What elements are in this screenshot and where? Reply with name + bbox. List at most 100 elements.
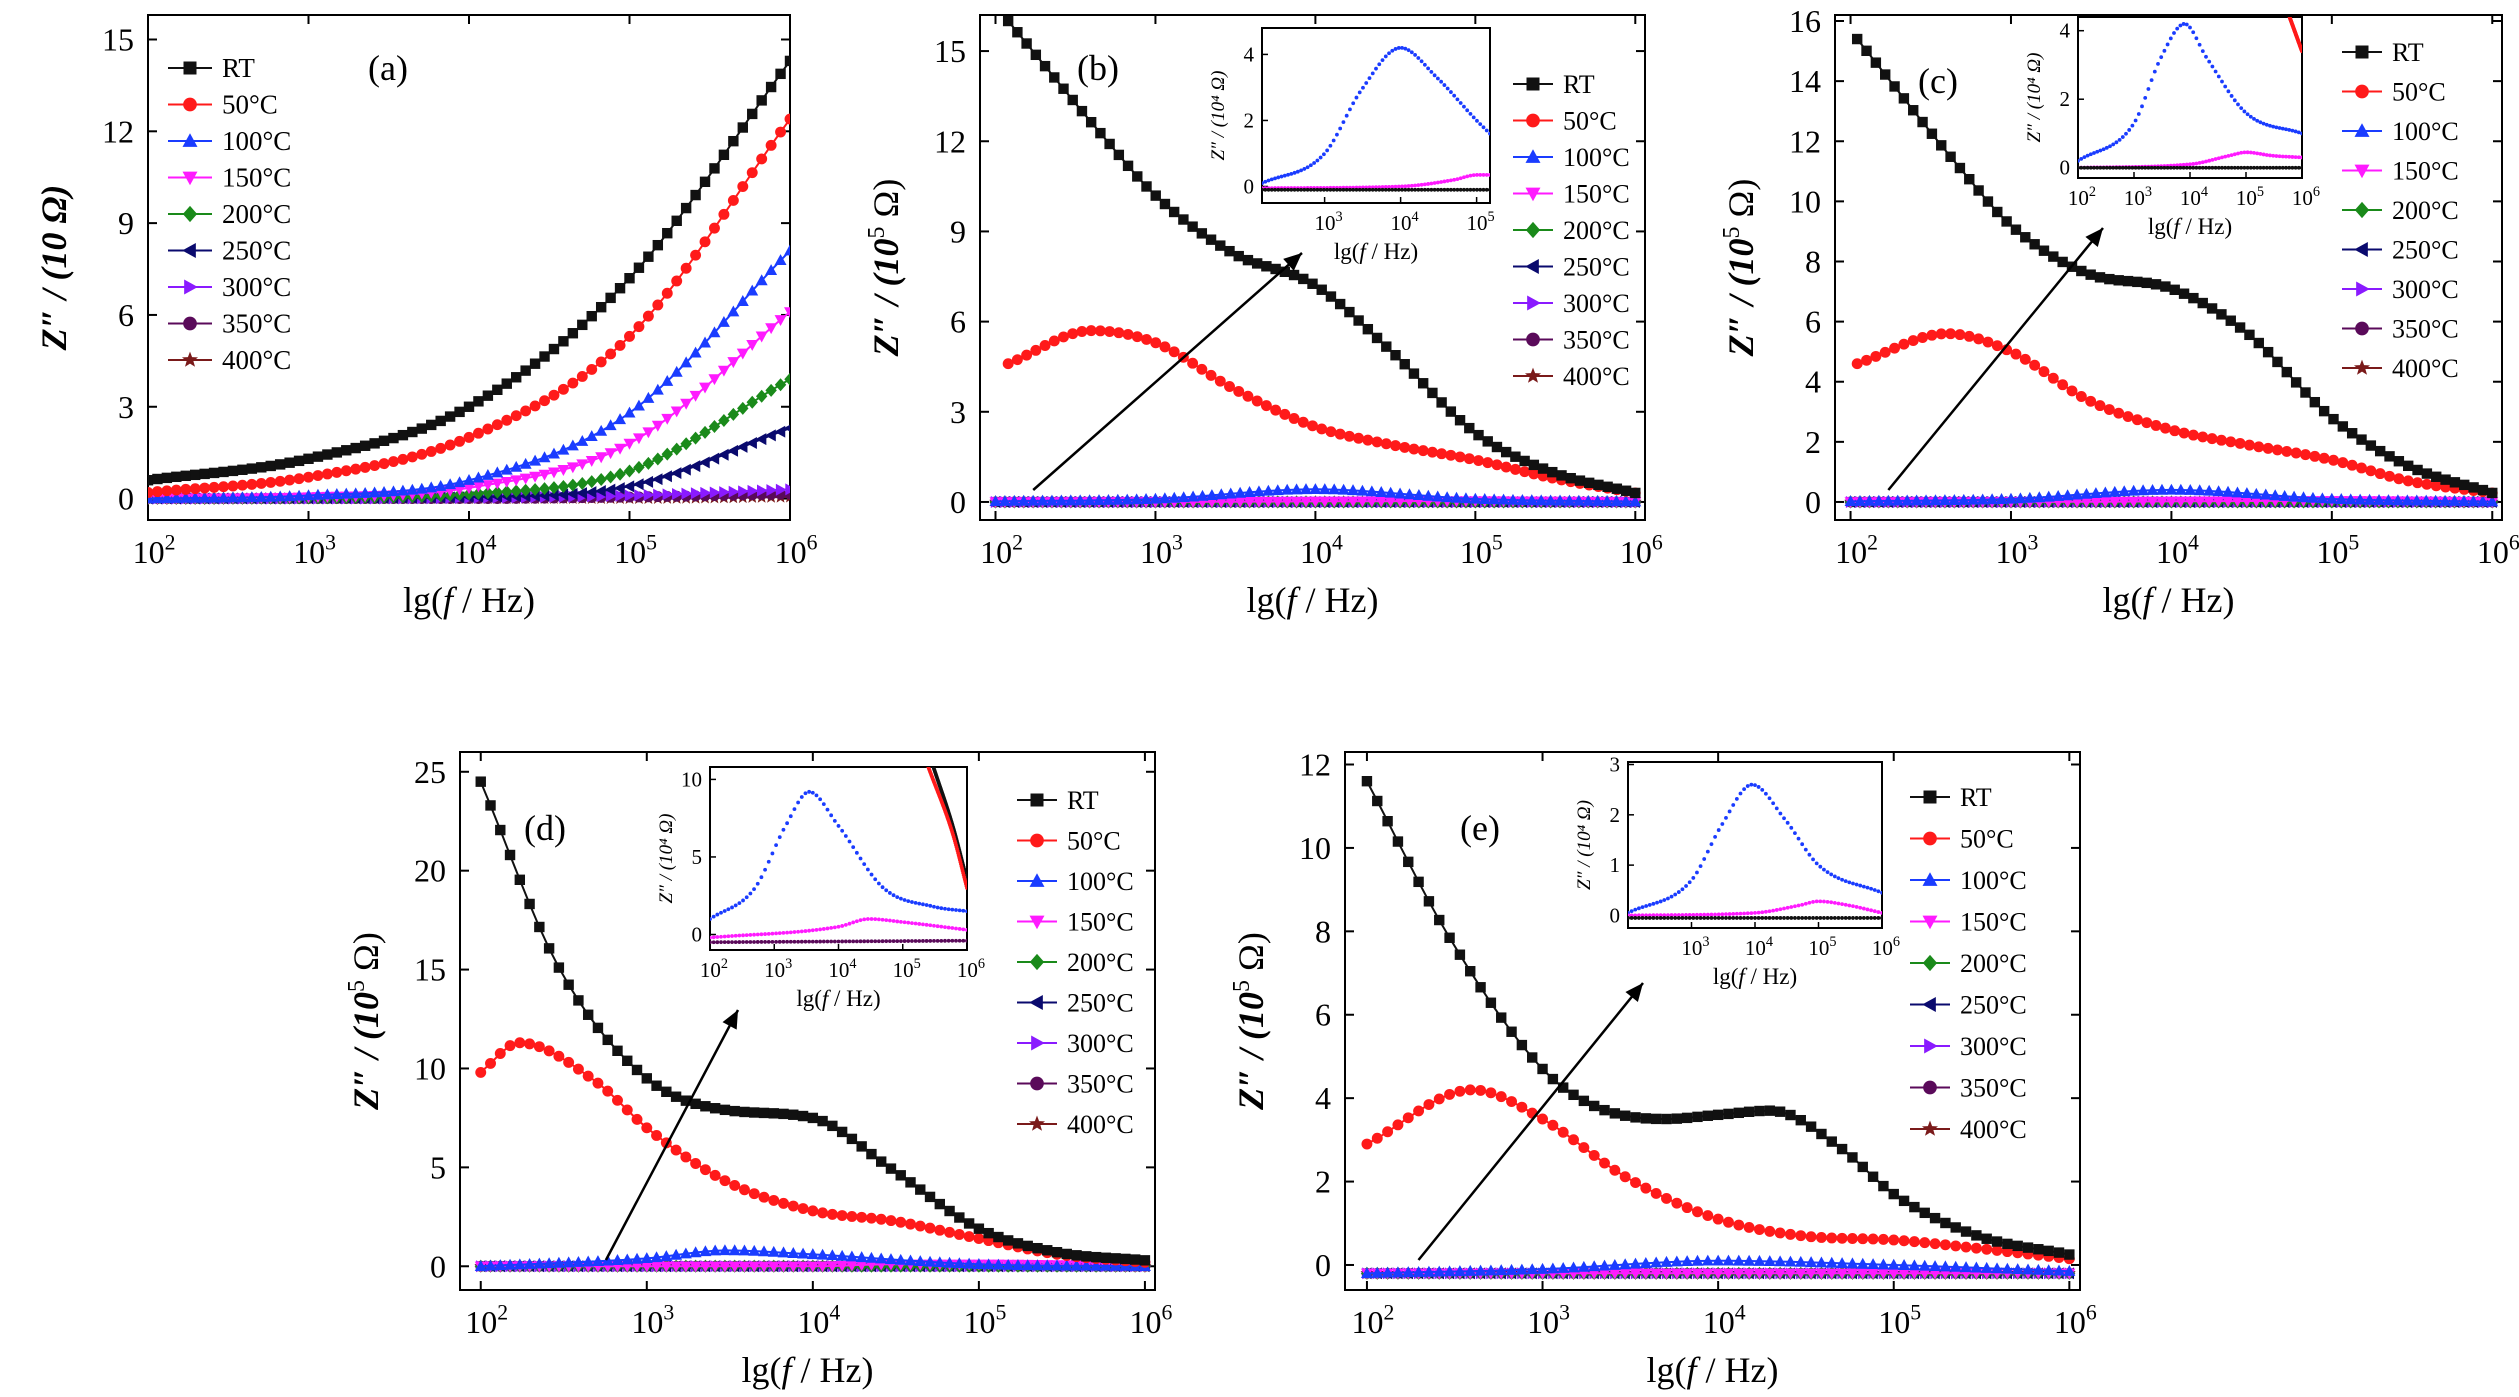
- inset-data-point: [1811, 900, 1815, 904]
- data-point: [1002, 1258, 1015, 1270]
- data-point: [924, 1191, 936, 1203]
- inset-data-point: [2296, 165, 2301, 170]
- data-point: [2234, 322, 2246, 333]
- data-point: [576, 459, 589, 471]
- data-point: [1888, 1234, 1900, 1246]
- inset-data-point: [1749, 782, 1754, 787]
- data-point: [708, 452, 720, 465]
- inset-y-tick-label: 0: [2060, 156, 2071, 180]
- inset-data-point: [1724, 816, 1728, 820]
- legend-marker: [1030, 793, 1044, 807]
- data-point: [1390, 440, 1401, 452]
- inset-data-point: [1468, 111, 1473, 116]
- inset-data-point: [1666, 913, 1670, 918]
- data-point: [1702, 1210, 1714, 1222]
- inset-data-point: [1847, 903, 1852, 908]
- data-point: [1337, 483, 1350, 495]
- data-point: [246, 463, 258, 474]
- legend-label: RT: [1067, 786, 1099, 815]
- data-point: [1774, 1268, 1787, 1280]
- inset-data-point: [1763, 916, 1768, 920]
- inset-data-point: [884, 918, 889, 923]
- inset-data-point: [1338, 126, 1343, 131]
- legend-label: 400°C: [1067, 1110, 1134, 1139]
- data-point: [1619, 1268, 1632, 1280]
- data-point: [2001, 344, 2013, 356]
- inset-frame: [1261, 27, 1491, 204]
- data-point: [1525, 494, 1538, 506]
- data-point: [1557, 1082, 1569, 1093]
- data-point: [1051, 1247, 1063, 1258]
- legend-label: RT: [222, 53, 255, 83]
- inset-data-point: [1315, 187, 1320, 192]
- data-point: [1857, 1161, 1868, 1173]
- legend-marker: [1029, 1115, 1045, 1131]
- data-point: [1836, 1257, 1849, 1269]
- inset-data-point: [1705, 849, 1710, 854]
- inset-data-point: [1655, 916, 1659, 920]
- data-point: [2240, 496, 2253, 508]
- data-point: [1973, 185, 1984, 196]
- inset-data-point: [1351, 187, 1356, 192]
- inset-data-point: [2216, 165, 2221, 170]
- data-point: [227, 465, 239, 477]
- inset-data-point: [1727, 916, 1732, 920]
- data-point: [539, 351, 550, 362]
- legend-marker: [183, 61, 197, 75]
- inset-data-point: [1705, 916, 1710, 920]
- inset-data-point: [777, 835, 782, 840]
- data-point: [170, 491, 183, 503]
- data-point: [2113, 275, 2124, 286]
- inset-data-point: [928, 939, 933, 943]
- data-point: [1243, 496, 1256, 508]
- inset-data-point: [1488, 187, 1490, 192]
- y-tick-label: 3: [118, 389, 134, 425]
- data-point: [1509, 463, 1521, 475]
- data-point: [651, 383, 664, 395]
- inset-data-point: [1488, 131, 1490, 136]
- x-tick-label: 102: [980, 531, 1023, 570]
- data-point: [1505, 1263, 1518, 1275]
- inset-data-point: [1325, 148, 1330, 153]
- inset-data-point: [913, 939, 918, 943]
- inset-data-point: [1749, 911, 1754, 916]
- data-point: [1774, 1106, 1786, 1117]
- inset-data-point: [1341, 120, 1346, 125]
- data-point: [953, 1257, 966, 1269]
- data-point: [265, 460, 276, 472]
- inset-data-point: [2255, 151, 2260, 156]
- inset-data-point: [2216, 156, 2221, 161]
- legend-marker: [1525, 259, 1539, 274]
- legend-marker: [1526, 77, 1540, 91]
- data-point: [491, 466, 504, 478]
- data-point: [494, 1048, 506, 1059]
- data-point: [1113, 149, 1125, 161]
- inset-data-point: [1789, 916, 1794, 920]
- inset-data-point: [2085, 165, 2090, 170]
- inset-data-point: [932, 923, 936, 928]
- inset-data-point: [862, 939, 867, 944]
- data-point: [1473, 429, 1484, 441]
- inset-data-point: [1861, 906, 1866, 911]
- inset-data-point: [2296, 155, 2301, 160]
- data-point: [1270, 263, 1281, 275]
- data-point: [651, 1129, 663, 1141]
- data-point: [1347, 484, 1360, 496]
- data-point: [1671, 1197, 1683, 1209]
- data-point: [640, 1252, 653, 1264]
- inset-data-point: [2213, 165, 2218, 170]
- data-point: [1608, 1268, 1621, 1280]
- inset-data-point: [1308, 163, 1313, 168]
- data-point: [1475, 982, 1486, 993]
- data-point: [1774, 1255, 1787, 1267]
- data-point: [1547, 466, 1558, 478]
- inset-data-point: [858, 856, 863, 861]
- inset-data-point: [1753, 911, 1757, 915]
- inset-data-point: [2165, 165, 2170, 170]
- data-point: [1083, 494, 1096, 506]
- data-point: [161, 485, 173, 497]
- data-point: [1519, 455, 1530, 467]
- data-point: [2215, 434, 2227, 446]
- inset-x-tick-label: 104: [828, 956, 856, 982]
- data-point: [2187, 429, 2199, 441]
